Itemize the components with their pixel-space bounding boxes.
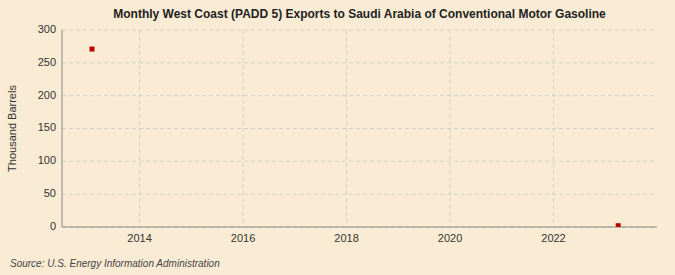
- y-tick-label: 100: [38, 154, 56, 166]
- x-axis-line: [62, 227, 657, 228]
- x-grid-line: [243, 30, 244, 227]
- y-grid-line: [62, 95, 657, 96]
- x-tick-label: 2020: [438, 232, 462, 244]
- y-grid-line: [62, 227, 657, 228]
- background: [0, 0, 675, 275]
- data-point: [616, 223, 621, 227]
- tick-labels: 0 50 100 150 200 250 300 2014 2016 2018 2020 2022: [38, 23, 566, 244]
- y-grid-line: [62, 128, 657, 129]
- y-grid-line: [62, 30, 657, 31]
- y-tick-label: 250: [38, 56, 56, 68]
- y-tick-label: 200: [38, 89, 56, 101]
- x-tick-label: 2016: [231, 232, 255, 244]
- y-tick-label: 50: [44, 187, 56, 199]
- title: Monthly West Coast (PADD 5) Exports to S…: [113, 7, 606, 21]
- points: [90, 47, 621, 227]
- y-grid-line: [62, 194, 657, 195]
- y-axis-label: Thousand Barrels: [6, 85, 18, 172]
- chart-container: 0 50 100 150 200 250 300 2014 2016 2018 2020 2022 Mo…: [0, 0, 675, 275]
- source-note: Source: U.S. Energy Information Administ…: [10, 258, 220, 269]
- x-tick-label: 2014: [127, 232, 151, 244]
- x-grid-line: [346, 30, 347, 227]
- chart-svg: 0 50 100 150 200 250 300 2014 2016 2018 2020 2022 Mo…: [0, 0, 675, 275]
- y-grid-line: [62, 161, 657, 162]
- data-point: [90, 47, 95, 52]
- y-tick-label: 300: [38, 23, 56, 35]
- x-grid-line: [450, 30, 451, 227]
- x-tick-label: 2022: [541, 232, 565, 244]
- y-axis-line: [62, 30, 63, 227]
- y-tick-label: 150: [38, 121, 56, 133]
- y-grid-line: [62, 62, 657, 63]
- y-tick-label: 0: [50, 220, 56, 232]
- x-tick-label: 2018: [334, 232, 358, 244]
- x-grid-line: [553, 30, 554, 227]
- grid: [62, 30, 657, 227]
- x-grid-line: [139, 30, 140, 227]
